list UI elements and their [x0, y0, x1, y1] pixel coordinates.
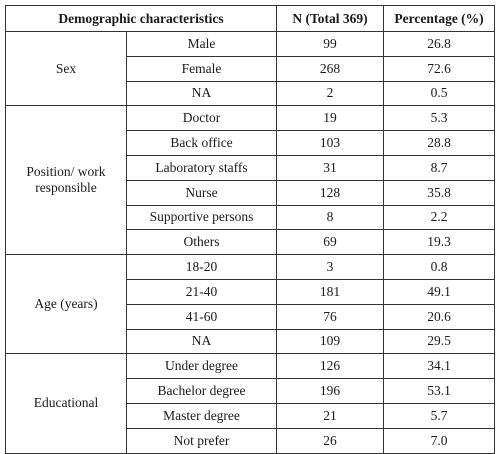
row-percentage: 35.8 — [383, 179, 496, 206]
row-percentage: 8.7 — [383, 154, 496, 181]
row-n: 26 — [276, 427, 385, 454]
row-n: 128 — [276, 179, 385, 206]
row-percentage: 49.1 — [383, 278, 496, 305]
row-n: 19 — [276, 105, 385, 132]
row-n: 196 — [276, 378, 385, 404]
row-percentage: 34.1 — [383, 353, 496, 380]
row-label: 41-60 — [125, 303, 278, 330]
table-row: Sex Male 99 26.8 — [5, 30, 496, 107]
table-row: Others 69 19.3 — [6, 229, 496, 256]
group-label: Sex — [5, 30, 127, 107]
row-n: 8 — [276, 204, 385, 231]
row-label: Under degree — [125, 353, 278, 380]
demographics-table: Demographic characteristics N (Total 369… — [4, 5, 496, 454]
row-label: Others — [125, 229, 278, 256]
row-n: 126 — [276, 353, 385, 380]
row-percentage: 19.3 — [383, 229, 496, 256]
row-label: Supportive persons — [125, 204, 278, 231]
table-row: Age (years) 18-20 3 0.8 — [5, 254, 496, 355]
row-label: NA — [125, 328, 278, 355]
table-row: Female 268 72.6 — [6, 55, 496, 82]
header-demographic-characteristics: Demographic characteristics — [4, 5, 278, 32]
table-row: Back office 103 28.8 — [6, 130, 496, 156]
row-label: 21-40 — [125, 278, 278, 305]
table-row: NA 109 29.5 — [6, 328, 496, 355]
row-n: 76 — [276, 303, 385, 330]
row-percentage: 72.6 — [383, 55, 496, 82]
row-percentage: 28.8 — [383, 130, 496, 156]
table-row: Bachelor degree 196 53.1 — [6, 378, 496, 404]
row-percentage: 7.0 — [383, 427, 496, 454]
row-n: 268 — [276, 55, 385, 82]
row-n: 109 — [276, 328, 385, 355]
row-label: Male — [125, 31, 278, 57]
header-row: Demographic characteristics N (Total 369… — [4, 5, 496, 32]
row-percentage: 26.8 — [383, 31, 496, 57]
row-percentage: 0.8 — [383, 254, 496, 280]
group-label: Educational — [5, 353, 127, 454]
row-n: 181 — [276, 278, 385, 305]
row-label: 18-20 — [125, 254, 278, 280]
table-row: Position/ work responsible Doctor 19 5.3 — [5, 105, 496, 256]
row-n: 2 — [276, 80, 385, 107]
table-row: Supportive persons 8 2.2 — [6, 204, 496, 231]
row-percentage: 20.6 — [383, 303, 496, 330]
group-label: Position/ work responsible — [5, 105, 127, 256]
row-label: Nurse — [125, 179, 278, 206]
row-label: Doctor — [125, 105, 278, 132]
header-n-total: N (Total 369) — [276, 5, 385, 32]
row-n: 103 — [276, 130, 385, 156]
row-n: 69 — [276, 229, 385, 256]
table-row: 21-40 181 49.1 — [6, 278, 496, 305]
row-percentage: 29.5 — [383, 328, 496, 355]
row-label: Female — [125, 55, 278, 82]
row-label: Not prefer — [125, 427, 278, 454]
row-n: 99 — [276, 31, 385, 57]
row-percentage: 53.1 — [383, 378, 496, 404]
row-percentage: 5.7 — [383, 402, 496, 429]
row-n: 31 — [276, 154, 385, 181]
header-percentage: Percentage (%) — [383, 5, 496, 32]
table-container: Demographic characteristics N (Total 369… — [4, 5, 496, 454]
row-percentage: 5.3 — [383, 105, 496, 132]
row-label: Laboratory staffs — [125, 154, 278, 181]
row-label: NA — [125, 80, 278, 107]
row-label: Bachelor degree — [125, 378, 278, 404]
row-label: Master degree — [125, 402, 278, 429]
row-percentage: 2.2 — [383, 204, 496, 231]
table-row: Laboratory staffs 31 8.7 — [6, 154, 496, 181]
group-label: Age (years) — [5, 254, 127, 355]
row-n: 21 — [276, 402, 385, 429]
row-label: Back office — [125, 130, 278, 156]
table-row: Master degree 21 5.7 — [6, 402, 496, 429]
table-row: Educational Under degree 126 34.1 — [5, 353, 496, 454]
row-n: 3 — [276, 254, 385, 280]
table-row: Not prefer 26 7.0 — [6, 427, 496, 454]
table-row: NA 2 0.5 — [6, 80, 496, 107]
row-percentage: 0.5 — [383, 80, 496, 107]
